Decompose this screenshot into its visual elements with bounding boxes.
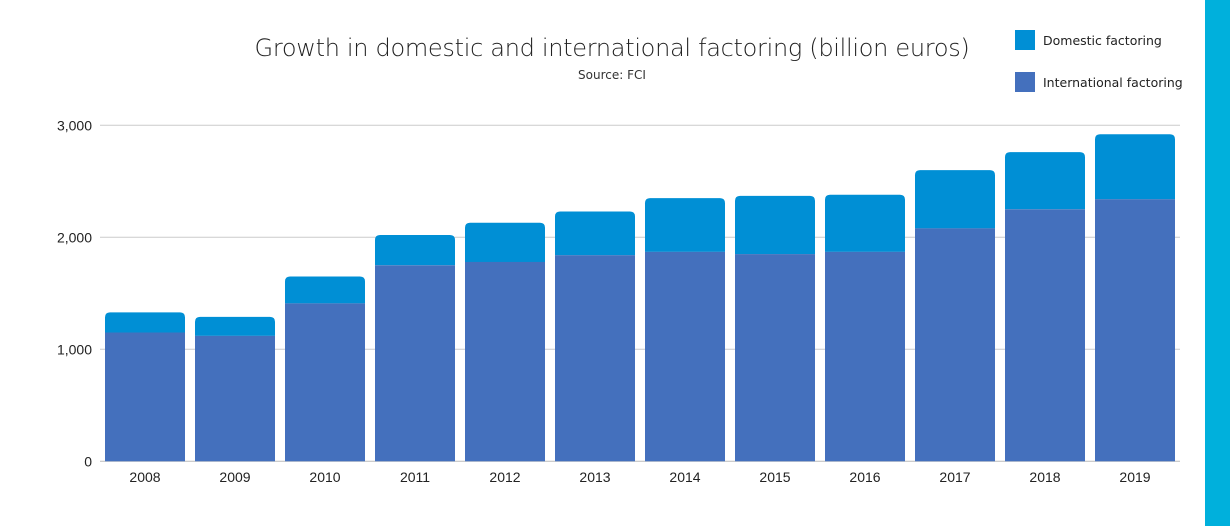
bar-domestic <box>375 235 455 266</box>
chart-title: Growth in domestic and international fac… <box>254 34 970 62</box>
y-tick-label: 2,000 <box>57 229 92 245</box>
legend-label-international: International factoring <box>1043 74 1183 90</box>
y-tick-label: 1,000 <box>57 341 92 357</box>
bar-international <box>285 303 365 462</box>
bar-domestic <box>645 198 725 252</box>
y-tick-label: 3,000 <box>57 117 92 133</box>
x-tick-label: 2008 <box>129 469 160 485</box>
legend-item-international: International factoring <box>1015 72 1183 92</box>
bar-international <box>735 254 815 462</box>
x-tick-label: 2013 <box>579 469 610 485</box>
x-tick-label: 2011 <box>400 469 430 485</box>
bar-international <box>825 251 905 462</box>
bar-domestic <box>735 195 815 255</box>
bar-domestic <box>285 276 365 304</box>
bar-domestic <box>825 194 905 252</box>
accent-strip <box>1205 0 1230 526</box>
bar-domestic <box>195 316 275 336</box>
y-tick-label: 0 <box>84 453 92 469</box>
bar-international <box>1095 199 1175 462</box>
bar-domestic <box>1005 152 1085 210</box>
bar-international <box>375 265 455 462</box>
x-tick-label: 2019 <box>1119 469 1150 485</box>
bar-domestic <box>915 170 995 229</box>
x-tick-label: 2012 <box>489 469 520 485</box>
legend-swatch-domestic <box>1015 30 1035 50</box>
chart-subtitle: Source: FCI <box>578 68 646 82</box>
bar-domestic <box>555 211 635 256</box>
bar-domestic <box>465 222 545 262</box>
legend-label-domestic: Domestic factoring <box>1043 32 1162 48</box>
bar-international <box>195 335 275 462</box>
x-tick-label: 2017 <box>939 469 970 485</box>
x-tick-label: 2009 <box>219 469 250 485</box>
bar-international <box>915 228 995 462</box>
bar-international <box>1005 209 1085 462</box>
x-tick-label: 2018 <box>1029 469 1060 485</box>
x-tick-label: 2016 <box>849 469 880 485</box>
bar-international <box>465 261 545 462</box>
bar-international <box>645 251 725 462</box>
bar-international <box>105 332 185 462</box>
bar-international <box>555 255 635 462</box>
x-tick-label: 2015 <box>759 469 790 485</box>
legend-swatch-international <box>1015 72 1035 92</box>
legend-item-domestic: Domestic factoring <box>1015 30 1162 50</box>
x-tick-label: 2014 <box>669 469 700 485</box>
bar-domestic <box>1095 134 1175 200</box>
bar-domestic <box>105 312 185 333</box>
x-tick-label: 2010 <box>309 469 340 485</box>
